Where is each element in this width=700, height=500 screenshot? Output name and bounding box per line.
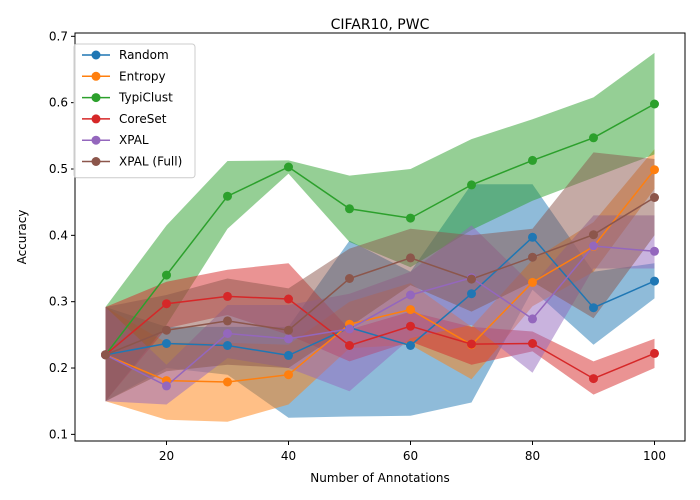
series-line-5 (105, 196, 655, 356)
point-1-5 (406, 305, 415, 315)
y-tick-label: 0.1 (49, 427, 68, 441)
series-points (101, 99, 659, 391)
y-tick-label: 0.7 (49, 29, 68, 43)
legend-marker-5 (91, 157, 101, 166)
point-2-8 (589, 133, 598, 143)
band-2 (105, 52, 655, 402)
legend-label-2: TypiClust (118, 91, 173, 105)
point-0-6 (467, 289, 476, 299)
point-4-7 (528, 314, 537, 324)
point-4-2 (223, 329, 232, 338)
point-0-7 (528, 232, 537, 242)
point-0-3 (284, 350, 293, 360)
y-tick-label: 0.4 (49, 228, 68, 242)
legend-marker-4 (91, 135, 101, 145)
point-2-2 (223, 191, 232, 201)
legend-marker-0 (91, 50, 101, 60)
point-1-9 (650, 165, 659, 175)
x-tick-label: 40 (281, 449, 296, 463)
point-0-8 (589, 303, 598, 313)
point-5-8 (589, 230, 598, 240)
series-lines (104, 103, 656, 387)
y-tick-label: 0.2 (49, 361, 68, 375)
y-axis-ticks: 0.1 0.2 0.3 0.4 0.5 0.6 0.7 (49, 29, 75, 441)
point-2-7 (528, 155, 537, 165)
legend-label-4: XPAL (119, 133, 149, 147)
x-tick-label: 80 (525, 449, 540, 463)
point-3-9 (650, 348, 659, 358)
point-4-4 (345, 324, 354, 334)
series-line-1 (105, 169, 656, 383)
point-3-1 (162, 299, 171, 309)
legend-marker-1 (91, 71, 101, 81)
point-5-2 (223, 316, 232, 326)
legend: Random Entropy TypiClust CoreSet XPAL XPAL (F… (73, 43, 196, 179)
legend-label-5: XPAL (Full) (119, 155, 182, 169)
point-3-4 (345, 341, 354, 350)
series-line-3 (105, 295, 655, 380)
y-axis-title: Accuracy (15, 210, 29, 265)
point-0-1 (162, 339, 171, 348)
point-5-5 (406, 253, 415, 263)
point-2-1 (162, 270, 171, 280)
point-3-3 (284, 294, 293, 304)
point-4-5 (406, 290, 415, 300)
point-1-2 (223, 377, 232, 387)
plot-area-frame (74, 32, 686, 442)
point-5-9 (650, 193, 659, 202)
chart-title: CIFAR10, PWC (331, 17, 430, 33)
point-5-0 (101, 350, 110, 360)
point-5-6 (467, 274, 476, 284)
x-tick-label: 20 (159, 449, 174, 463)
point-4-3 (284, 334, 293, 344)
y-tick-label: 0.5 (49, 162, 68, 176)
x-axis-ticks: 20 40 60 80 100 (159, 441, 666, 463)
point-5-1 (162, 325, 171, 335)
band-5 (105, 152, 655, 402)
y-tick-label: 0.6 (49, 96, 68, 110)
series-line-4 (105, 245, 655, 387)
point-2-3 (284, 162, 293, 172)
point-1-3 (284, 370, 293, 380)
legend-label-0: Random (119, 48, 169, 62)
point-3-5 (406, 321, 415, 331)
point-2-9 (650, 99, 659, 109)
x-tick-label: 100 (643, 449, 666, 463)
point-3-7 (528, 339, 537, 348)
point-2-5 (406, 213, 415, 223)
point-3-6 (467, 339, 476, 349)
point-5-3 (284, 325, 293, 335)
legend-label-1: Entropy (119, 69, 166, 83)
point-0-9 (650, 276, 659, 286)
point-4-9 (650, 246, 659, 256)
point-1-7 (528, 277, 537, 287)
legend-marker-2 (91, 93, 101, 103)
x-tick-label: 60 (403, 449, 418, 463)
x-axis-title: Number of Annotations (310, 471, 449, 485)
point-3-2 (223, 291, 232, 301)
point-3-8 (589, 374, 598, 384)
point-0-2 (223, 341, 232, 350)
legend-box (73, 43, 196, 179)
legend-marker-3 (91, 114, 101, 124)
y-tick-label: 0.3 (49, 295, 68, 309)
series-line-2 (104, 103, 655, 356)
point-5-7 (528, 252, 537, 262)
point-4-8 (589, 241, 598, 251)
point-0-5 (406, 341, 415, 350)
point-5-4 (345, 274, 354, 283)
point-2-6 (467, 180, 476, 190)
point-4-1 (162, 381, 171, 391)
legend-label-3: CoreSet (119, 112, 167, 126)
point-2-4 (345, 204, 354, 214)
